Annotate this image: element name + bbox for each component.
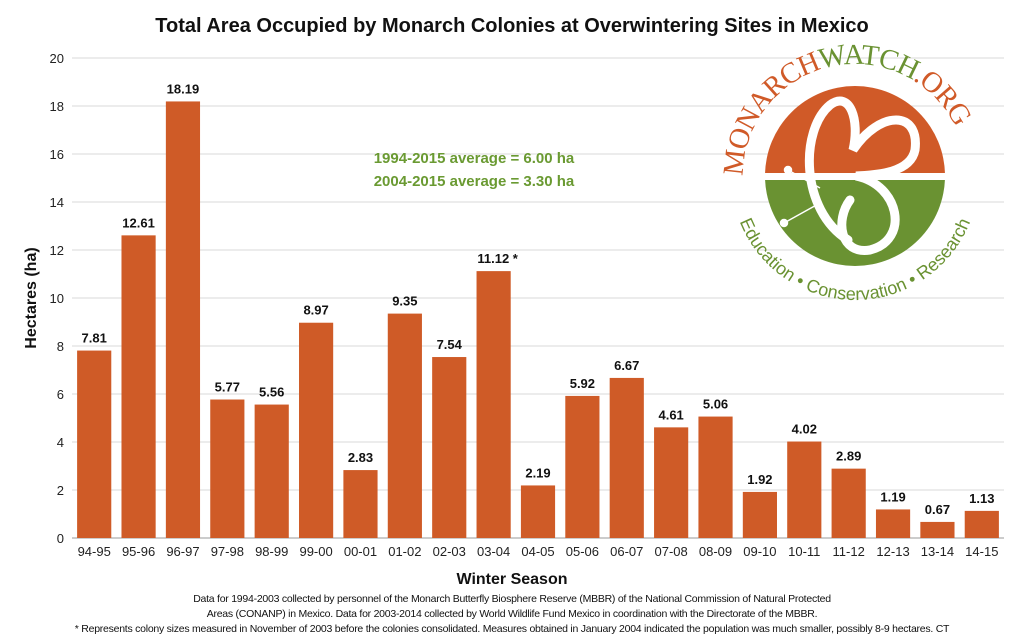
data-label: 2.19 — [525, 465, 550, 480]
chart-title: Total Area Occupied by Monarch Colonies … — [155, 15, 869, 37]
bar — [654, 427, 689, 538]
data-label: 5.92 — [570, 376, 595, 391]
x-tick-label: 08-09 — [699, 544, 732, 559]
data-label: 0.67 — [925, 502, 950, 517]
data-label: 7.81 — [82, 331, 107, 346]
data-label: 1.19 — [880, 489, 905, 504]
data-label: 1.92 — [747, 472, 772, 487]
x-tick-label: 06-07 — [610, 544, 643, 559]
x-tick-label: 99-00 — [299, 544, 332, 559]
annotation-avg-1994: 1994-2015 average = 6.00 ha — [374, 150, 575, 167]
y-tick-label: 8 — [57, 339, 64, 354]
x-tick-label: 12-13 — [876, 544, 909, 559]
bar — [343, 470, 378, 538]
data-label: 5.56 — [259, 385, 284, 400]
y-axis-label: Hectares (ha) — [23, 247, 40, 348]
bar — [165, 101, 201, 538]
bar — [121, 235, 156, 539]
x-tick-label: 98-99 — [255, 544, 288, 559]
x-tick-label: 02-03 — [433, 544, 466, 559]
x-tick-label: 13-14 — [921, 544, 954, 559]
footnote-3: * Represents colony sizes measured in No… — [74, 623, 950, 635]
data-label: 4.02 — [792, 422, 817, 437]
y-tick-label: 16 — [50, 147, 64, 162]
data-label: 18.19 — [167, 81, 200, 96]
bar — [964, 510, 999, 538]
bar — [609, 377, 644, 538]
bar — [77, 350, 112, 538]
data-label: 2.89 — [836, 449, 861, 464]
y-tick-label: 18 — [50, 99, 64, 114]
bar — [299, 322, 334, 538]
bar — [920, 521, 955, 538]
x-tick-label: 01-02 — [388, 544, 421, 559]
bar — [742, 491, 777, 538]
data-label: 2.83 — [348, 450, 373, 465]
x-tick-label: 09-10 — [743, 544, 776, 559]
bar — [387, 313, 422, 538]
data-label: 6.67 — [614, 358, 639, 373]
data-label: 5.06 — [703, 397, 728, 412]
data-label: 12.61 — [122, 215, 155, 230]
bar — [875, 509, 911, 538]
x-tick-label: 00-01 — [344, 544, 377, 559]
bar — [520, 485, 556, 538]
y-tick-label: 4 — [57, 435, 64, 450]
x-tick-label: 05-06 — [566, 544, 599, 559]
data-label: 1.13 — [969, 491, 994, 506]
y-tick-label: 12 — [50, 243, 64, 258]
footnote-1: Data for 1994-2003 collected by personne… — [193, 593, 831, 605]
bar — [831, 468, 866, 538]
x-tick-label: 95-96 — [122, 544, 155, 559]
data-label: 9.35 — [392, 294, 417, 309]
y-tick-label: 6 — [57, 387, 64, 402]
data-label: 11.12 * — [477, 251, 518, 266]
y-tick-label: 10 — [50, 291, 64, 306]
bar — [254, 404, 289, 538]
x-tick-label: 14-15 — [965, 544, 998, 559]
monarch-watch-logo: MONARCHWATCH.ORG Education • Conservatio… — [717, 39, 979, 305]
x-tick-label: 96-97 — [166, 544, 199, 559]
y-tick-label: 20 — [50, 51, 64, 66]
annotation-avg-2004: 2004-2015 average = 3.30 ha — [374, 173, 575, 190]
bar — [565, 395, 600, 538]
bar — [476, 271, 511, 538]
x-tick-label: 97-98 — [211, 544, 244, 559]
bar — [210, 399, 245, 538]
x-tick-label: 10-11 — [788, 544, 820, 559]
x-tick-label: 07-08 — [655, 544, 688, 559]
x-axis-label: Winter Season — [457, 571, 568, 588]
x-tick-label: 04-05 — [521, 544, 554, 559]
x-tick-label: 94-95 — [78, 544, 111, 559]
data-label: 4.61 — [658, 407, 683, 422]
footnote-2: Areas (CONANP) in Mexico. Data for 2003-… — [206, 608, 818, 620]
y-tick-label: 2 — [57, 483, 64, 498]
y-tick-label: 14 — [50, 195, 64, 210]
x-tick-label: 11-12 — [833, 544, 865, 559]
data-label: 8.97 — [303, 303, 328, 318]
y-tick-label: 0 — [57, 531, 64, 546]
bar — [432, 357, 467, 538]
data-label: 5.77 — [215, 380, 240, 395]
x-tick-label: 03-04 — [477, 544, 510, 559]
data-label: 7.54 — [437, 337, 463, 352]
bar — [698, 416, 733, 538]
bar — [787, 441, 822, 538]
